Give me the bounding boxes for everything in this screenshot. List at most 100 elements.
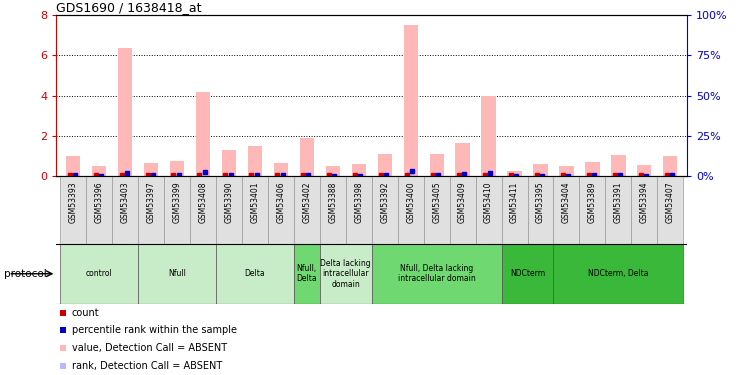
Bar: [559, 166, 574, 176]
FancyBboxPatch shape: [112, 176, 138, 244]
Text: GSM53399: GSM53399: [173, 182, 182, 223]
FancyBboxPatch shape: [320, 244, 372, 304]
Text: GSM53390: GSM53390: [225, 182, 234, 223]
FancyBboxPatch shape: [190, 176, 216, 244]
Text: GSM53393: GSM53393: [68, 182, 77, 223]
Bar: [637, 165, 651, 176]
Text: GSM53397: GSM53397: [146, 182, 155, 223]
Bar: [663, 156, 677, 176]
Text: GSM53402: GSM53402: [303, 182, 312, 223]
FancyBboxPatch shape: [372, 176, 398, 244]
Bar: [274, 163, 288, 176]
Bar: [455, 143, 469, 176]
Bar: [408, 171, 414, 176]
FancyBboxPatch shape: [580, 176, 605, 244]
Text: GSM53392: GSM53392: [380, 182, 389, 223]
FancyBboxPatch shape: [605, 176, 632, 244]
FancyBboxPatch shape: [60, 176, 86, 244]
Text: GSM53405: GSM53405: [432, 182, 441, 223]
Text: protocol: protocol: [4, 269, 47, 279]
FancyBboxPatch shape: [86, 176, 112, 244]
FancyBboxPatch shape: [294, 176, 320, 244]
Text: percentile rank within the sample: percentile rank within the sample: [72, 326, 237, 336]
FancyBboxPatch shape: [242, 176, 268, 244]
Text: NDCterm: NDCterm: [510, 269, 545, 278]
FancyBboxPatch shape: [502, 176, 527, 244]
Bar: [382, 175, 388, 176]
Bar: [430, 154, 444, 176]
FancyBboxPatch shape: [216, 244, 294, 304]
Text: GSM53388: GSM53388: [328, 182, 337, 223]
FancyBboxPatch shape: [320, 176, 345, 244]
Bar: [226, 175, 232, 176]
Text: GSM53410: GSM53410: [484, 182, 493, 223]
Bar: [300, 138, 314, 176]
FancyBboxPatch shape: [60, 244, 138, 304]
Text: rank, Detection Call = ABSENT: rank, Detection Call = ABSENT: [72, 361, 222, 371]
Bar: [222, 150, 236, 176]
FancyBboxPatch shape: [294, 244, 320, 304]
FancyBboxPatch shape: [268, 176, 294, 244]
Bar: [433, 175, 440, 176]
Text: value, Detection Call = ABSENT: value, Detection Call = ABSENT: [72, 343, 227, 353]
Text: GSM53408: GSM53408: [198, 182, 207, 223]
Bar: [303, 175, 310, 176]
Text: GSM53394: GSM53394: [640, 182, 649, 223]
Text: NDCterm, Delta: NDCterm, Delta: [588, 269, 649, 278]
Bar: [508, 171, 522, 176]
Text: GSM53398: GSM53398: [354, 182, 363, 223]
FancyBboxPatch shape: [502, 244, 553, 304]
Bar: [378, 154, 392, 176]
Text: GSM53403: GSM53403: [121, 182, 130, 223]
FancyBboxPatch shape: [138, 244, 216, 304]
Bar: [351, 164, 366, 176]
FancyBboxPatch shape: [553, 176, 580, 244]
Text: Nfull,
Delta: Nfull, Delta: [297, 264, 317, 284]
FancyBboxPatch shape: [657, 176, 683, 244]
Bar: [144, 163, 158, 176]
FancyBboxPatch shape: [164, 176, 190, 244]
Text: GSM53409: GSM53409: [458, 182, 467, 223]
Bar: [92, 166, 107, 176]
Bar: [196, 92, 210, 176]
Bar: [615, 175, 622, 176]
Bar: [170, 161, 184, 176]
Text: control: control: [86, 269, 113, 278]
Bar: [481, 96, 496, 176]
Text: GSM53396: GSM53396: [95, 182, 104, 223]
Bar: [533, 164, 547, 176]
Text: Nfull, Delta lacking
intracellular domain: Nfull, Delta lacking intracellular domai…: [398, 264, 475, 284]
FancyBboxPatch shape: [632, 176, 657, 244]
FancyBboxPatch shape: [345, 176, 372, 244]
FancyBboxPatch shape: [475, 176, 502, 244]
FancyBboxPatch shape: [398, 176, 424, 244]
Bar: [66, 156, 80, 176]
FancyBboxPatch shape: [553, 244, 683, 304]
Bar: [326, 166, 340, 176]
Text: GSM53407: GSM53407: [666, 182, 675, 223]
Bar: [403, 25, 418, 176]
Text: Delta: Delta: [245, 269, 265, 278]
Bar: [485, 172, 492, 176]
Bar: [200, 172, 207, 176]
Bar: [70, 175, 77, 176]
Text: GSM53389: GSM53389: [588, 182, 597, 223]
Text: Nfull: Nfull: [168, 269, 186, 278]
Bar: [248, 146, 262, 176]
Bar: [460, 174, 466, 176]
FancyBboxPatch shape: [450, 176, 475, 244]
Bar: [667, 175, 674, 176]
Bar: [173, 175, 180, 176]
Text: GSM53411: GSM53411: [510, 182, 519, 223]
Text: Delta lacking
intracellular
domain: Delta lacking intracellular domain: [321, 259, 371, 289]
Text: GDS1690 / 1638418_at: GDS1690 / 1638418_at: [56, 1, 202, 14]
Bar: [585, 162, 599, 176]
Text: GSM53401: GSM53401: [250, 182, 259, 223]
FancyBboxPatch shape: [527, 176, 553, 244]
FancyBboxPatch shape: [138, 176, 164, 244]
FancyBboxPatch shape: [424, 176, 450, 244]
Bar: [118, 48, 132, 176]
FancyBboxPatch shape: [216, 176, 242, 244]
Bar: [611, 155, 626, 176]
Bar: [252, 175, 258, 176]
